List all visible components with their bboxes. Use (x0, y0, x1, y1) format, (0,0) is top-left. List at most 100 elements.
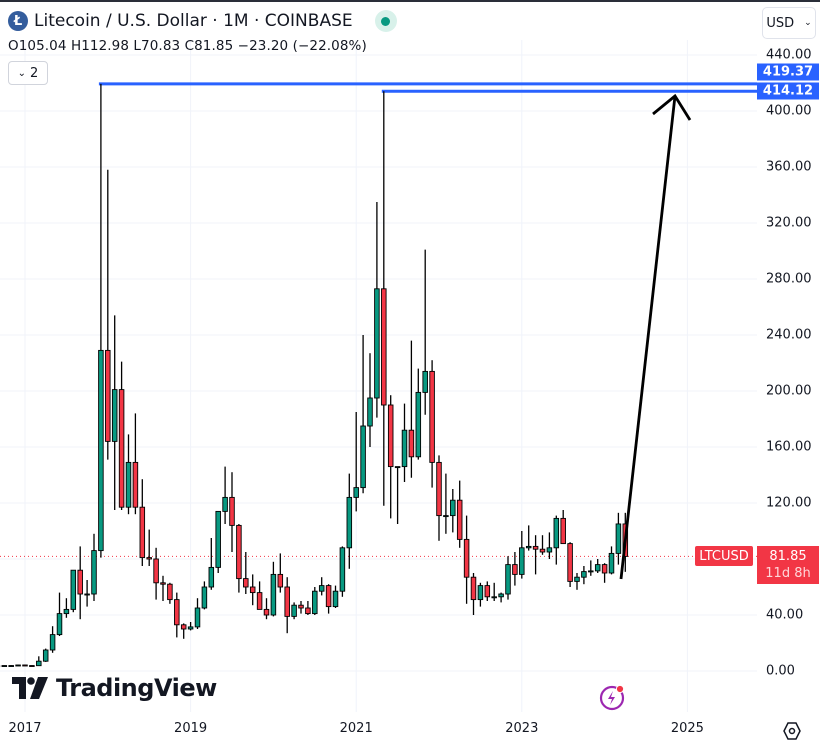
currency-select[interactable]: USD ⌄ (762, 7, 816, 39)
candle (532, 535, 539, 575)
candle (98, 83, 104, 558)
candle (153, 547, 159, 600)
candle (222, 466, 228, 524)
candle (346, 473, 353, 569)
candle (125, 434, 132, 515)
candle (450, 489, 456, 533)
candle (525, 525, 532, 551)
candle (167, 582, 173, 604)
last-price: 81.85 (769, 549, 807, 564)
candle (594, 559, 601, 573)
candle (553, 515, 560, 565)
time-axis-label: 2019 (174, 721, 208, 736)
time-axis-label: 2023 (505, 721, 539, 736)
candle (29, 665, 35, 667)
time-axis-label: 2021 (339, 721, 373, 736)
lightning-icon[interactable] (598, 683, 626, 711)
price-axis-label: 320.00 (766, 215, 812, 231)
candle (436, 455, 442, 541)
candle (339, 546, 346, 597)
litecoin-icon: Ł (8, 11, 28, 31)
price-axis-label: 440.00 (766, 47, 812, 63)
candle (187, 622, 194, 631)
candle (312, 587, 318, 615)
candle (243, 552, 249, 594)
candle (463, 515, 470, 604)
candle (505, 556, 511, 600)
price-tag-414: 414.12 (757, 82, 819, 100)
candle (256, 581, 263, 610)
market-status-icon[interactable] (374, 10, 397, 32)
tradingview-logo[interactable]: TradingView (12, 674, 217, 702)
candle (470, 573, 477, 615)
time-axis-label: 2017 (8, 721, 42, 736)
candle (429, 360, 435, 488)
candle (588, 560, 594, 576)
candle (22, 664, 28, 667)
candle (512, 552, 518, 586)
price-axis-label: 200.00 (766, 383, 812, 399)
price-axis-label: 120.00 (766, 495, 812, 511)
candle (215, 510, 221, 573)
candle (567, 542, 573, 587)
candle (367, 353, 373, 447)
candle (63, 598, 70, 618)
price-axis-label: 400.00 (766, 103, 812, 119)
candle (422, 249, 428, 415)
candle (546, 532, 553, 559)
candle (360, 335, 366, 494)
candle (139, 479, 146, 566)
candle (111, 315, 118, 510)
candle (408, 340, 415, 478)
chevron-down-icon: ⌄ (804, 18, 812, 28)
candle (387, 395, 394, 519)
candle (277, 553, 284, 593)
candle (305, 601, 311, 615)
candle (284, 577, 290, 634)
candle (146, 529, 152, 566)
candle (36, 656, 42, 667)
symbol-title[interactable]: Ł Litecoin / U.S. Dollar · 1M · COINBASE (8, 10, 397, 32)
candle (574, 573, 580, 590)
tradingview-logo-icon (12, 677, 48, 699)
candle (298, 601, 304, 614)
candle (539, 535, 546, 555)
price-axis-label: 240.00 (766, 327, 812, 343)
candle (291, 602, 297, 620)
time-axis-label: 2025 (670, 721, 704, 736)
candle (443, 473, 449, 534)
candle (56, 592, 63, 636)
symbol-tag: LTCUSD (695, 546, 753, 566)
candle (263, 598, 270, 620)
candle (105, 169, 111, 460)
candle (519, 531, 525, 579)
candle (208, 538, 215, 590)
candle (132, 413, 139, 515)
settings-icon[interactable] (782, 721, 802, 741)
indicators-toggle-button[interactable]: ⌄ 2 (8, 61, 48, 85)
candle (270, 561, 277, 617)
candle (415, 368, 422, 460)
price-axis-label: 160.00 (766, 439, 812, 455)
bar-countdown: 11d 8h (765, 566, 811, 581)
grid-lines (0, 40, 757, 712)
candle (325, 584, 332, 614)
candle (394, 466, 401, 524)
candle (353, 412, 359, 512)
price-axis-label: 40.00 (766, 607, 804, 623)
tradingview-logo-text: TradingView (56, 674, 217, 702)
candle (118, 361, 125, 510)
candle (456, 480, 463, 548)
candle (49, 626, 56, 653)
candle (1, 665, 8, 667)
candle (15, 664, 21, 667)
horizontal-lines (98, 82, 757, 93)
candle (180, 623, 187, 639)
candle (601, 563, 608, 583)
candle (42, 648, 49, 662)
candle (581, 566, 587, 585)
candle (484, 581, 491, 601)
candle (498, 592, 504, 603)
candle (236, 524, 242, 593)
